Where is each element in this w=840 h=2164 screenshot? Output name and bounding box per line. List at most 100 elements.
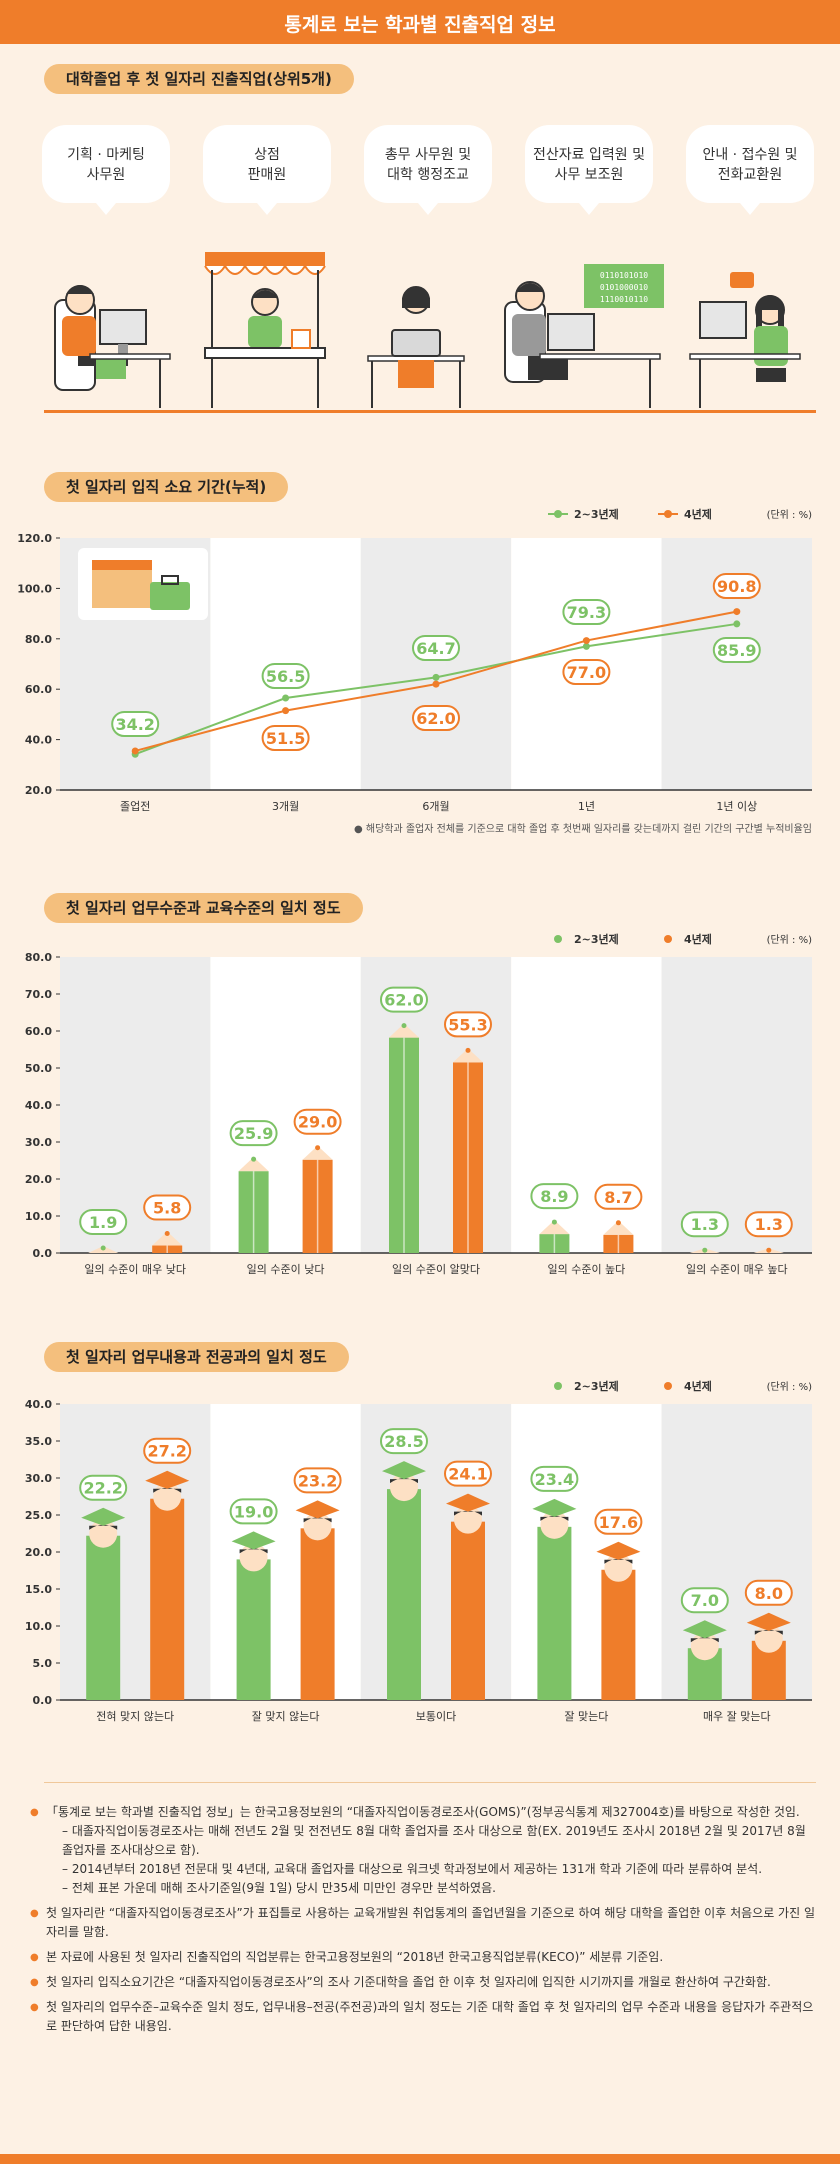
pencil-lead bbox=[465, 1047, 471, 1053]
unit-label: (단위 : %) bbox=[767, 1380, 813, 1393]
graduate-hair bbox=[604, 1558, 633, 1564]
bar bbox=[601, 1569, 636, 1700]
section-entry-period-heading: 첫 일자리 입직 소요 기간(누적) bbox=[44, 472, 289, 502]
pencil-lead bbox=[766, 1247, 772, 1253]
bar bbox=[236, 1559, 271, 1700]
job-bubble-5: 안내 · 접수원 및 전화교환원 bbox=[686, 125, 814, 215]
graduate-head bbox=[153, 1482, 182, 1511]
graduate-hair bbox=[89, 1524, 118, 1530]
bar-value-label: 28.5 bbox=[384, 1432, 423, 1451]
bar-value-label: 17.6 bbox=[599, 1513, 638, 1532]
pencil-tip bbox=[152, 1231, 183, 1246]
legend-label-1: 2~3년제 bbox=[574, 1379, 619, 1393]
value-label-top: 64.7 bbox=[416, 639, 455, 658]
graduate-head bbox=[690, 1632, 719, 1661]
worker-planner-illustration bbox=[54, 285, 171, 408]
shop-stall-illustration bbox=[204, 252, 326, 408]
value-label-bottom-box bbox=[111, 711, 160, 737]
graduate-hair bbox=[454, 1510, 482, 1516]
bar-value-label: 27.2 bbox=[147, 1442, 186, 1461]
value-label-bottom: 85.9 bbox=[717, 641, 756, 660]
footnote-2: 첫 일자리란 “대졸자직업이동경로조사”가 표집틀로 사용하는 교육개발원 취업… bbox=[30, 1904, 820, 1942]
graduate-hair bbox=[690, 1637, 719, 1643]
worker-receptionist-illustration bbox=[689, 272, 801, 408]
y-tick-label: 60.0 bbox=[25, 1025, 52, 1038]
binary-line-3: 1110010110 bbox=[600, 295, 648, 304]
series-point bbox=[282, 707, 290, 715]
chart-note: ● 해당학과 졸업자 전체를 기준으로 대학 졸업 후 첫번째 일자리를 갖는데… bbox=[354, 822, 812, 835]
y-tick-label: 10.0 bbox=[25, 1620, 52, 1633]
pencil-tip bbox=[453, 1048, 483, 1063]
column-band bbox=[511, 957, 662, 1253]
value-label-bottom-box bbox=[261, 725, 310, 751]
page-title: 통계로 보는 학과별 진출직업 정보 bbox=[284, 14, 556, 36]
column-band bbox=[661, 957, 812, 1253]
bar-value-label: 19.0 bbox=[234, 1502, 273, 1521]
bar-value-label: 22.2 bbox=[83, 1479, 122, 1498]
footnote-sub: – 2014년부터 2018년 전문대 및 4년대, 교육대 졸업자를 대상으로… bbox=[62, 1862, 763, 1876]
y-tick-label: 20.0 bbox=[25, 1546, 52, 1559]
legend-label-1: 2~3년제 bbox=[574, 932, 619, 946]
graduate-hair bbox=[239, 1548, 268, 1554]
x-tick-label: 졸업전 bbox=[120, 800, 150, 813]
graduate-head bbox=[454, 1505, 482, 1534]
y-tick-label: 120.0 bbox=[17, 532, 52, 545]
job-bubble-line1: 기획 · 마케팅 bbox=[67, 147, 145, 163]
bar-value-label: 23.2 bbox=[298, 1471, 337, 1490]
graduate-head bbox=[239, 1543, 268, 1572]
bar-value-label: 25.9 bbox=[234, 1124, 273, 1143]
bar-value-label-box bbox=[530, 1465, 579, 1492]
graduate-cap bbox=[682, 1620, 727, 1639]
x-tick-label: 잘 맞지 않는다 bbox=[252, 1710, 320, 1723]
bar-value-label-box bbox=[680, 1211, 729, 1238]
section-level-match-heading: 첫 일자리 업무수준과 교육수준의 일치 정도 bbox=[44, 893, 363, 923]
section-jobs-heading: 대학졸업 후 첫 일자리 진출직업(상위5개) bbox=[44, 64, 354, 94]
y-tick-label: 70.0 bbox=[25, 988, 52, 1001]
legend-marker-2 bbox=[664, 1382, 672, 1390]
bar-value-label-box bbox=[744, 1211, 793, 1238]
footnote-4: 첫 일자리 입직소요기간은 “대졸자직업이동경로조사”의 조사 기준대학을 졸업… bbox=[30, 1973, 820, 1992]
bar-value-label-box bbox=[530, 1183, 579, 1210]
footnote-3: 본 자료에 사용된 첫 일자리 진출직업의 직업분류는 한국고용정보원의 “20… bbox=[30, 1948, 820, 1967]
y-tick-label: 20.0 bbox=[25, 784, 52, 797]
legend-label-2: 4년제 bbox=[684, 507, 712, 521]
graduate-cap bbox=[231, 1531, 276, 1550]
value-label-top-box bbox=[261, 663, 310, 689]
pencil-lead bbox=[615, 1220, 621, 1226]
value-label-top: 56.5 bbox=[266, 667, 305, 686]
value-label-bottom: 62.0 bbox=[416, 709, 455, 728]
bar-value-label-box bbox=[229, 1498, 278, 1525]
graduate-head bbox=[754, 1624, 783, 1653]
pencil-lead bbox=[100, 1245, 106, 1251]
job-bubble-line1: 안내 · 접수원 및 bbox=[702, 147, 798, 163]
y-tick-label: 0.0 bbox=[33, 1247, 53, 1260]
series-point bbox=[733, 608, 741, 616]
bar-value-label-box bbox=[293, 1467, 342, 1494]
footnote-5: 첫 일자리의 업무수준–교육수준 일치 정도, 업무내용–전공(주전공)과의 일… bbox=[30, 1998, 820, 2036]
y-tick-label: 80.0 bbox=[25, 633, 52, 646]
series-point bbox=[282, 694, 290, 702]
x-tick-label: 일의 수준이 알맞다 bbox=[392, 1262, 480, 1276]
graduate-hair bbox=[390, 1478, 418, 1484]
value-label-bottom: 77.0 bbox=[567, 663, 606, 682]
column-band bbox=[661, 1404, 812, 1700]
legend-marker-1 bbox=[554, 510, 562, 518]
bar-value-label: 7.0 bbox=[691, 1591, 719, 1610]
bar-value-label: 29.0 bbox=[298, 1113, 337, 1132]
pencil-lead bbox=[315, 1145, 321, 1151]
graduate-cap bbox=[596, 1541, 641, 1560]
job-bubble-1: 기획 · 마케팅 사무원 bbox=[42, 125, 170, 215]
series-point bbox=[131, 747, 139, 755]
series-point bbox=[432, 680, 440, 688]
bottom-bar bbox=[0, 2154, 840, 2164]
calendar-icon bbox=[78, 548, 208, 620]
bar-value-label-box bbox=[79, 1208, 128, 1235]
x-tick-label: 전혀 맞지 않는다 bbox=[96, 1710, 174, 1723]
bar bbox=[451, 1521, 485, 1700]
graduate-hair bbox=[303, 1517, 332, 1523]
bar-value-label-box bbox=[444, 1460, 492, 1487]
bar-value-label-box bbox=[143, 1194, 192, 1221]
bar-value-label-box bbox=[680, 1587, 729, 1614]
graduate-cap bbox=[446, 1493, 490, 1512]
column-band bbox=[210, 1404, 361, 1700]
